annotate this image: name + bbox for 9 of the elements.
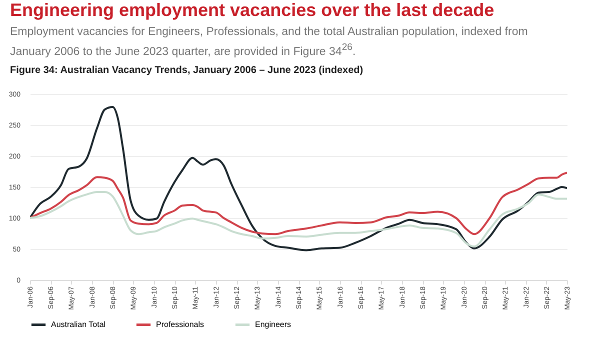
- legend-label: Professionals: [156, 320, 204, 329]
- line-series: [30, 190, 567, 248]
- legend-label: Engineers: [255, 320, 292, 329]
- line-series: [30, 106, 567, 252]
- chart-title: Engineering employment vacancies over the last decade: [10, 0, 494, 21]
- line-series: [30, 172, 567, 236]
- legend-label: Australian Total: [51, 320, 106, 329]
- caption: Figure 34: Australian Vacancy Trends, January 2006 – June 2023 (indexed): [10, 65, 364, 76]
- chart-subtitle: Employment vacancies for Engineers, Professionals, and the total Australian population, indexed from January 2006 to the June 2023 quarter, are provided in Figure 34$^{26}$.: [10, 25, 529, 60]
